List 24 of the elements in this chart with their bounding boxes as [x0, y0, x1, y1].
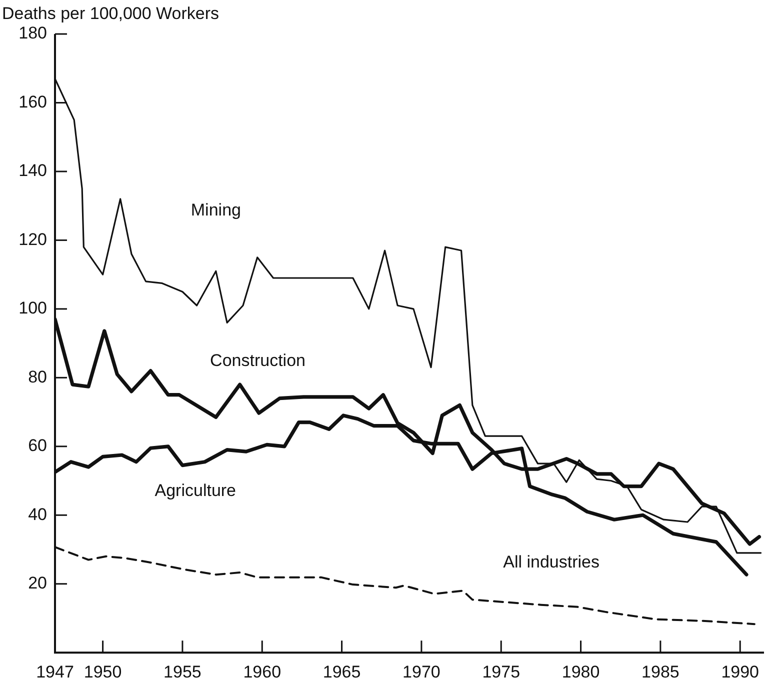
x-tick-label: 1965 [322, 662, 361, 682]
x-tick-label: 1960 [243, 662, 282, 682]
y-tick-label: 40 [28, 504, 47, 524]
series-label: Construction [210, 350, 306, 370]
text: Mining [190, 200, 241, 220]
y-tick-label: 180 [18, 24, 47, 43]
x-tick-label: 1950 [84, 662, 122, 682]
series-label: Agriculture [154, 480, 236, 500]
x-tick-label: 1975 [482, 662, 520, 682]
x-tick-label: 1990 [721, 662, 760, 682]
y-tick-label: 20 [28, 574, 47, 593]
x-tick-label: 1985 [642, 662, 680, 682]
y-tick-label: 60 [28, 436, 47, 456]
x-tick-label: 1947 [36, 662, 74, 682]
x-tick-label: 1980 [562, 662, 600, 682]
x-tick-label: 1970 [402, 662, 440, 682]
y-tick-label: 140 [18, 161, 47, 180]
y-tick-label: 100 [18, 298, 47, 318]
x-tick-label: 1955 [164, 662, 202, 682]
y-tick-label: 80 [28, 367, 47, 386]
y-axis-title: Deaths per 100,000 Workers [2, 4, 220, 24]
y-tick-label: 120 [18, 230, 47, 249]
y-tick-label: 160 [18, 92, 47, 112]
series-label: All industries [503, 552, 600, 572]
